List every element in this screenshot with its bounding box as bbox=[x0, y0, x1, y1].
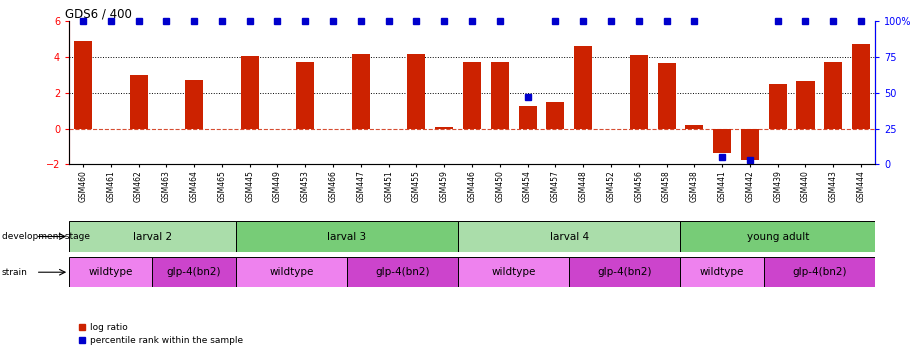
Text: wildtype: wildtype bbox=[269, 267, 313, 277]
Text: glp-4(bn2): glp-4(bn2) bbox=[598, 267, 652, 277]
Bar bbox=[458, 221, 681, 252]
Bar bbox=[658, 63, 676, 129]
Text: larval 4: larval 4 bbox=[550, 231, 589, 242]
Bar bbox=[130, 75, 147, 129]
Text: glp-4(bn2): glp-4(bn2) bbox=[375, 267, 430, 277]
Bar bbox=[240, 56, 259, 129]
Bar bbox=[463, 61, 481, 129]
Text: glp-4(bn2): glp-4(bn2) bbox=[167, 267, 221, 277]
Text: larval 3: larval 3 bbox=[327, 231, 367, 242]
Text: development stage: development stage bbox=[2, 232, 90, 241]
Bar bbox=[236, 221, 458, 252]
Bar bbox=[69, 257, 153, 287]
Bar bbox=[347, 257, 458, 287]
Bar bbox=[681, 257, 764, 287]
Bar bbox=[681, 221, 875, 252]
Text: strain: strain bbox=[2, 267, 28, 277]
Text: GDS6 / 400: GDS6 / 400 bbox=[65, 7, 132, 20]
Legend: log ratio, percentile rank within the sample: log ratio, percentile rank within the sa… bbox=[74, 319, 247, 349]
Bar bbox=[713, 129, 731, 152]
Bar bbox=[685, 125, 704, 129]
Bar bbox=[153, 257, 236, 287]
Bar bbox=[352, 54, 370, 129]
Text: young adult: young adult bbox=[747, 231, 809, 242]
Bar bbox=[519, 106, 537, 129]
Bar bbox=[436, 127, 453, 129]
Bar bbox=[69, 221, 236, 252]
Bar bbox=[824, 61, 843, 129]
Text: glp-4(bn2): glp-4(bn2) bbox=[792, 267, 846, 277]
Bar bbox=[797, 81, 814, 129]
Bar bbox=[740, 129, 759, 160]
Bar bbox=[74, 41, 92, 129]
Bar bbox=[546, 102, 565, 129]
Bar bbox=[491, 62, 508, 129]
Bar bbox=[764, 257, 875, 287]
Bar bbox=[297, 62, 314, 129]
Bar bbox=[569, 257, 681, 287]
Bar bbox=[574, 46, 592, 129]
Bar bbox=[458, 257, 569, 287]
Bar bbox=[185, 80, 204, 129]
Bar bbox=[852, 44, 870, 129]
Bar bbox=[236, 257, 347, 287]
Text: wildtype: wildtype bbox=[492, 267, 536, 277]
Text: wildtype: wildtype bbox=[700, 267, 744, 277]
Bar bbox=[630, 55, 647, 129]
Text: wildtype: wildtype bbox=[88, 267, 133, 277]
Bar bbox=[407, 54, 426, 129]
Text: larval 2: larval 2 bbox=[133, 231, 172, 242]
Bar bbox=[769, 84, 787, 129]
